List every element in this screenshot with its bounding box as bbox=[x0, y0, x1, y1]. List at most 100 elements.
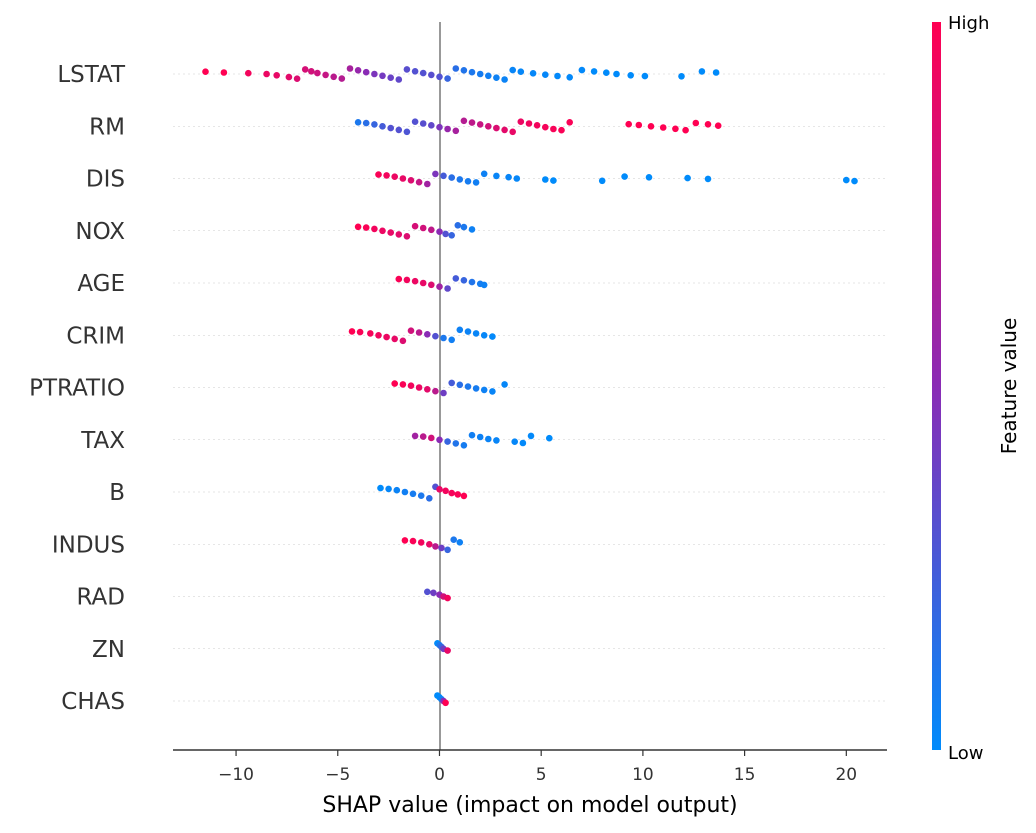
shap-point-lstat bbox=[603, 69, 610, 76]
shap-point-nox bbox=[395, 231, 403, 238]
feature-label-ptratio: PTRATIO bbox=[29, 376, 125, 402]
shap-point-dis bbox=[704, 175, 712, 183]
shap-point-ptratio bbox=[489, 388, 496, 395]
shap-point-lstat bbox=[627, 72, 634, 79]
shap-point-lstat bbox=[678, 73, 685, 80]
shap-point-lstat bbox=[590, 68, 598, 75]
shap-point-lstat bbox=[554, 72, 561, 80]
shap-point-lstat bbox=[501, 76, 508, 83]
shap-point-lstat bbox=[245, 69, 252, 77]
shap-point-age bbox=[428, 281, 435, 289]
shap-point-lstat bbox=[354, 67, 362, 74]
x-tick-label: −10 bbox=[218, 765, 254, 785]
shap-point-rm bbox=[672, 125, 679, 133]
feature-gridlines bbox=[173, 73, 887, 702]
shap-point-tax bbox=[460, 442, 468, 449]
shap-point-tax bbox=[444, 438, 451, 445]
shap-point-lstat bbox=[220, 69, 228, 76]
shap-point-rm bbox=[371, 121, 378, 128]
shap-point-nox bbox=[468, 226, 476, 233]
shap-point-crim bbox=[348, 328, 356, 335]
shap-point-dis bbox=[851, 177, 858, 185]
shap-point-b bbox=[401, 488, 409, 496]
shap-point-tax bbox=[452, 440, 460, 447]
shap-point-crim bbox=[432, 332, 439, 340]
shap-point-lstat bbox=[322, 71, 329, 79]
shap-point-b bbox=[448, 489, 456, 497]
shap-point-lstat bbox=[403, 66, 411, 73]
shap-point-nox bbox=[354, 223, 362, 231]
feature-labels: LSTAT RM DIS NOX AGE CRIM PTRATIO TAX B INDUS RAD Z… bbox=[29, 62, 126, 715]
shap-point-rm bbox=[550, 125, 557, 133]
shap-point-dis bbox=[415, 178, 423, 186]
shap-point-dis bbox=[480, 170, 488, 178]
feature-label-crim: CRIM bbox=[66, 323, 125, 349]
shap-point-nox bbox=[428, 226, 435, 234]
shap-point-lstat bbox=[468, 68, 476, 76]
shap-point-rm bbox=[682, 126, 689, 134]
shap-point-lstat bbox=[314, 69, 321, 77]
shap-point-lstat bbox=[476, 70, 484, 78]
colorbar-low-label: Low bbox=[948, 743, 983, 764]
shap-point-rm bbox=[509, 128, 516, 136]
shap-point-indus bbox=[401, 537, 409, 544]
shap-point-crim bbox=[399, 337, 407, 345]
x-tick-label: −5 bbox=[325, 765, 350, 785]
shap-point-age bbox=[403, 276, 411, 284]
shap-point-lstat bbox=[419, 69, 427, 77]
shap-point-dis bbox=[391, 173, 399, 180]
feature-label-lstat: LSTAT bbox=[57, 62, 126, 88]
shap-point-rm bbox=[468, 119, 476, 126]
shap-point-age bbox=[411, 277, 419, 285]
x-axis-ticks: −10 −5 0 5 10 15 20 bbox=[218, 750, 857, 785]
shap-point-rm bbox=[493, 124, 500, 132]
shap-point-lstat bbox=[460, 67, 468, 74]
shap-point-ptratio bbox=[391, 380, 399, 387]
shap-point-rm bbox=[533, 122, 541, 129]
colorbar-title: Feature value bbox=[997, 318, 1021, 455]
shap-point-crim bbox=[383, 333, 390, 341]
shap-point-rm bbox=[411, 118, 419, 125]
shap-point-tax bbox=[436, 436, 443, 444]
shap-point-crim bbox=[464, 328, 472, 335]
shap-point-b bbox=[393, 486, 401, 494]
shap-point-lstat bbox=[202, 68, 209, 75]
shap-point-nox bbox=[379, 227, 386, 235]
shap-point-rm bbox=[647, 123, 655, 130]
feature-label-age: AGE bbox=[77, 271, 125, 297]
shap-point-rm bbox=[485, 123, 492, 130]
shap-point-lstat bbox=[641, 72, 649, 80]
shap-point-lstat bbox=[371, 70, 378, 78]
shap-point-b bbox=[442, 487, 449, 495]
shap-point-dis bbox=[645, 174, 653, 181]
shap-points bbox=[202, 65, 858, 707]
shap-point-crim bbox=[448, 336, 456, 344]
shap-point-ptratio bbox=[472, 385, 480, 392]
shap-point-lstat bbox=[566, 74, 573, 81]
shap-point-rm bbox=[444, 125, 451, 133]
shap-point-nox bbox=[436, 228, 443, 235]
shap-point-rm bbox=[517, 118, 525, 125]
shap-point-rm bbox=[714, 122, 722, 129]
shap-point-nox bbox=[460, 223, 468, 231]
shap-point-dis bbox=[550, 177, 557, 184]
shap-point-nox bbox=[448, 232, 456, 239]
shap-point-b bbox=[426, 495, 433, 502]
feature-label-dis: DIS bbox=[86, 167, 125, 193]
shap-point-nox bbox=[371, 225, 378, 233]
shap-point-dis bbox=[598, 177, 606, 185]
shap-point-lstat bbox=[428, 71, 435, 79]
feature-label-rad: RAD bbox=[77, 585, 126, 611]
shap-point-dis bbox=[542, 176, 549, 183]
x-tick-label: 0 bbox=[434, 765, 445, 785]
shap-point-rm bbox=[403, 128, 411, 136]
shap-point-tax bbox=[519, 439, 527, 447]
colorbar bbox=[932, 22, 941, 750]
shap-point-lstat bbox=[613, 70, 620, 78]
feature-label-zn: ZN bbox=[92, 637, 125, 663]
shap-point-crim bbox=[472, 330, 480, 337]
shap-point-crim bbox=[356, 328, 364, 336]
shap-point-nox bbox=[362, 224, 370, 231]
shap-point-lstat bbox=[273, 72, 281, 79]
shap-point-dis bbox=[399, 175, 407, 182]
